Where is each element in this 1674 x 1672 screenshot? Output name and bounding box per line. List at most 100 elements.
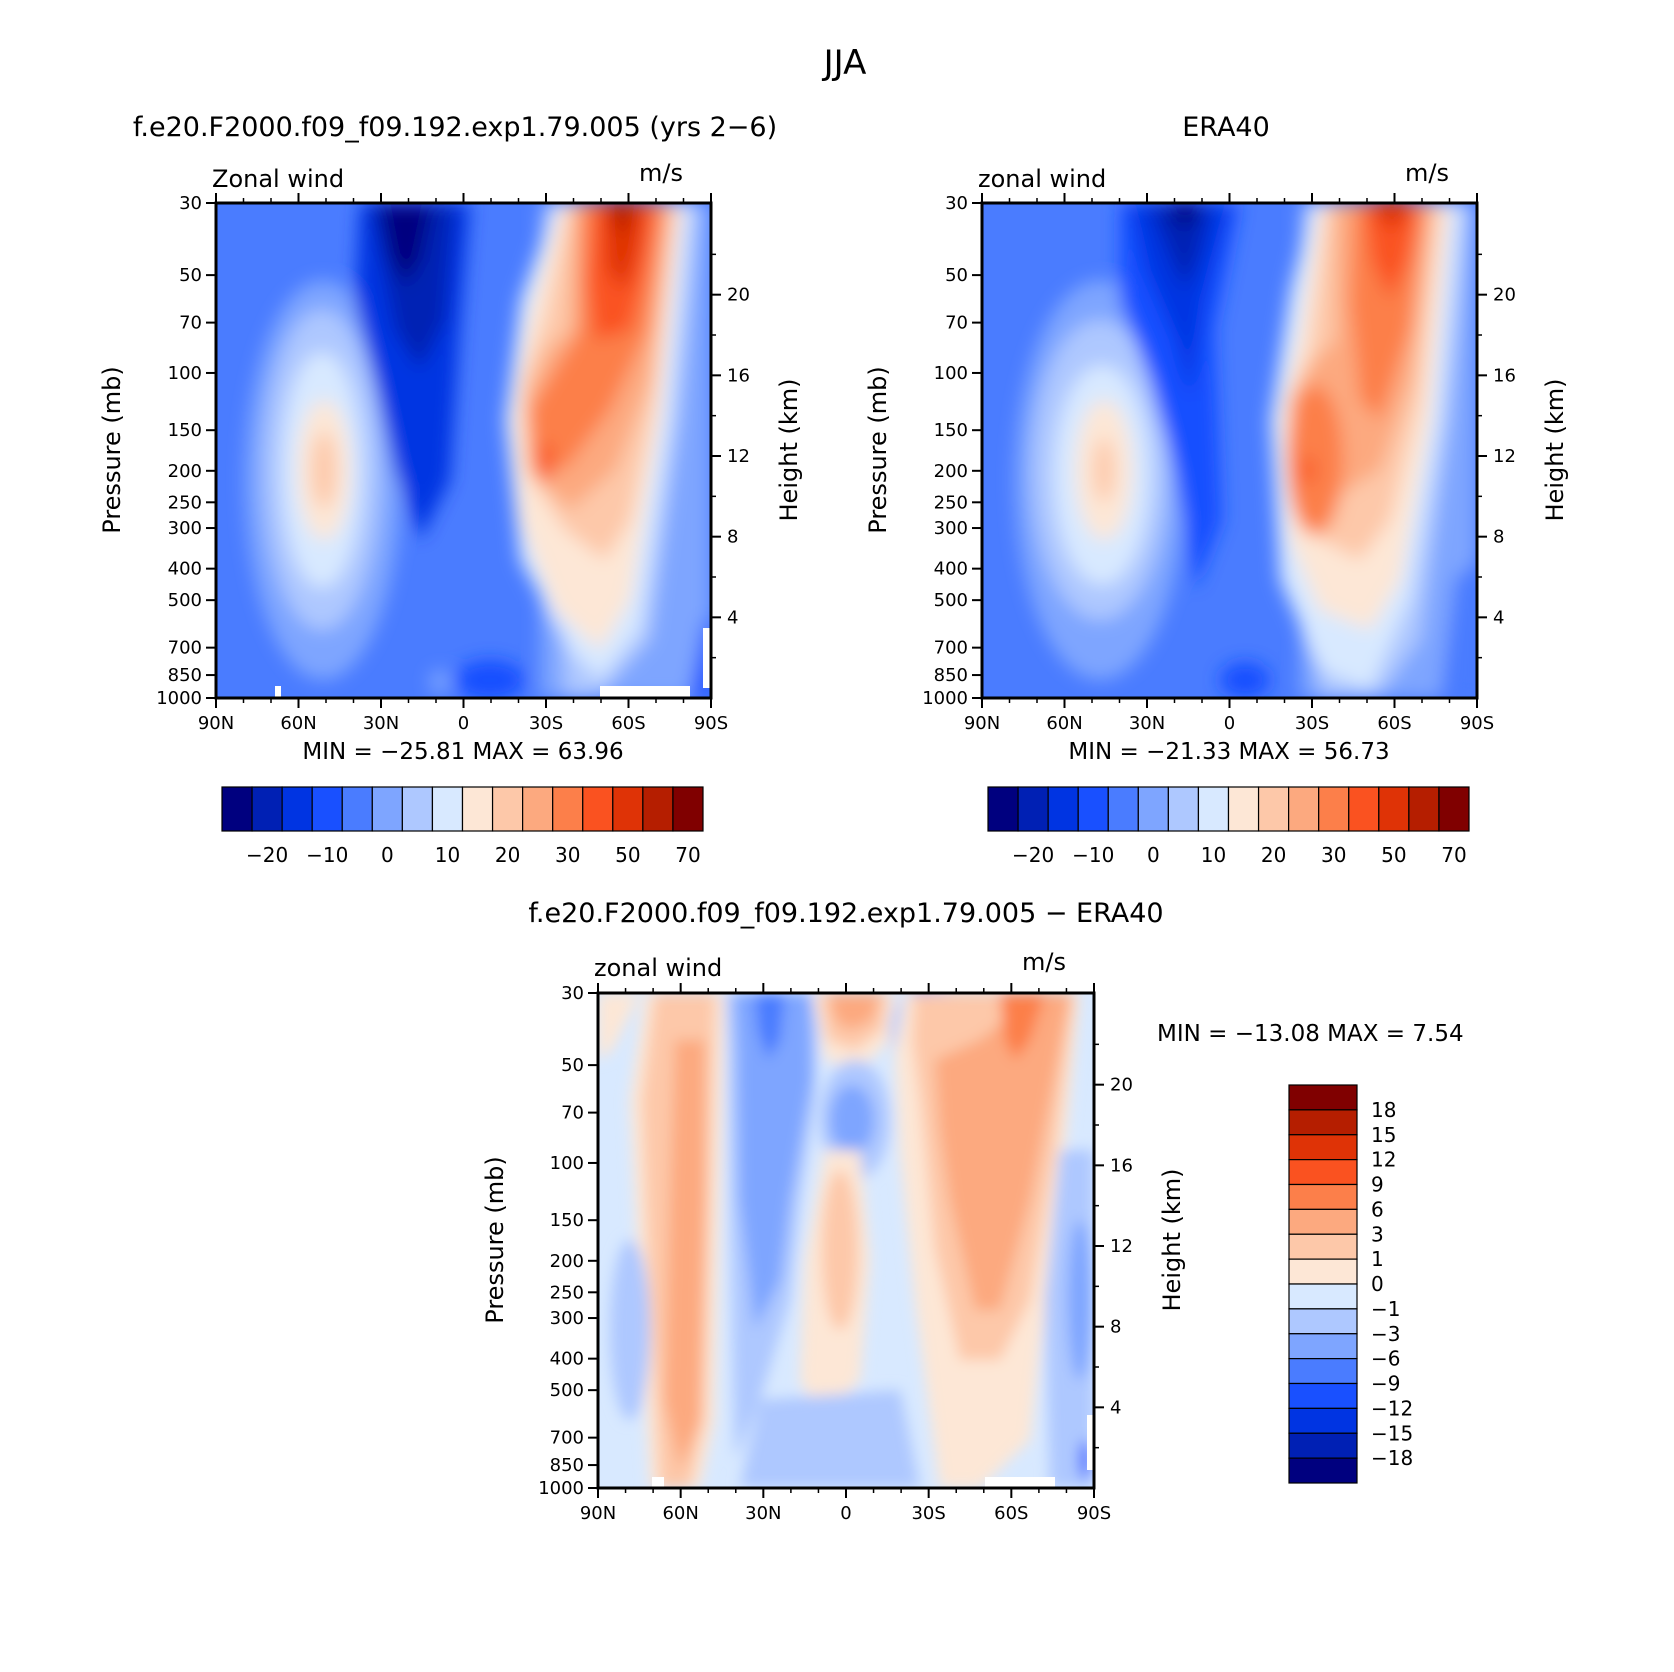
- colorbar-swatch: [251, 786, 283, 832]
- colorbar-swatch: [642, 786, 674, 832]
- y-right-tick-label: 4: [1110, 1397, 1121, 1418]
- x-tick-label: 30N: [363, 713, 399, 734]
- colorbar-swatch: [1197, 786, 1230, 832]
- y-tick-label: 200: [168, 461, 202, 482]
- colorbar-label: 15: [1371, 1123, 1396, 1147]
- colorbar-swatch: [1288, 1358, 1358, 1385]
- y-tick-label: 50: [179, 265, 202, 286]
- colorbar-label: 0: [381, 843, 394, 867]
- x-tick-label: 90N: [964, 713, 1000, 734]
- colorbar-label: 6: [1371, 1197, 1384, 1221]
- colorbar-label: −18: [1371, 1446, 1413, 1470]
- y-right-tick-label: 12: [1110, 1236, 1133, 1257]
- y-tick-label: 30: [179, 193, 202, 214]
- y-right-tick-label: 20: [1493, 285, 1516, 306]
- colorbar-swatch: [1288, 1333, 1358, 1360]
- y-right-tick-label: 20: [1110, 1075, 1133, 1096]
- y-right-tick-label: 20: [727, 285, 750, 306]
- colorbar-swatch: [1288, 1407, 1358, 1434]
- y-tick-label: 30: [561, 983, 584, 1004]
- x-tick-label: 90N: [198, 713, 234, 734]
- colorbar-swatch: [552, 786, 584, 832]
- colorbar-label: −9: [1371, 1372, 1400, 1396]
- colorbar-label: 18: [1371, 1098, 1396, 1122]
- y-right-tick-label: 12: [727, 446, 750, 467]
- colorbar-swatch: [1288, 1457, 1358, 1484]
- y-tick-label: 250: [550, 1282, 584, 1303]
- panel-diff-ylabel: Pressure (mb): [481, 1156, 509, 1323]
- panel-model-title: f.e20.F2000.f09_f09.192.exp1.79.005 (yrs…: [133, 112, 777, 143]
- panel-era40-colorbar: −20 −10 0 10 20 30 50 70: [987, 786, 1470, 867]
- y-tick-label: 850: [934, 665, 968, 686]
- x-tick-label: 90S: [1460, 713, 1494, 734]
- colorbar-swatch: [987, 786, 1019, 832]
- panel-diff-contours: [598, 993, 1094, 1488]
- colorbar-swatch: [1288, 1208, 1358, 1235]
- colorbar-swatch: [461, 786, 494, 832]
- panel-model-units: m/s: [639, 159, 683, 187]
- colorbar-swatch: [1257, 786, 1290, 832]
- colorbar-swatch: [1288, 1283, 1358, 1310]
- colorbar-swatch: [1077, 786, 1109, 832]
- colorbar-label: −20: [1012, 843, 1054, 867]
- x-tick-label: 90N: [580, 1503, 616, 1524]
- colorbar-swatch: [1318, 786, 1350, 832]
- y-right-tick-label: 16: [727, 365, 750, 386]
- panel-era40-ylabel: Pressure (mb): [864, 366, 892, 533]
- colorbar-label: 70: [1441, 843, 1466, 867]
- colorbar-swatch: [1288, 1233, 1358, 1260]
- colorbar-label: −3: [1371, 1322, 1400, 1346]
- x-tick-label: 90S: [694, 713, 728, 734]
- y-tick-label: 250: [934, 492, 968, 513]
- colorbar-label: 9: [1371, 1173, 1384, 1197]
- panel-era40-minmax: MIN = −21.33 MAX = 56.73: [1068, 739, 1389, 765]
- x-tick-label: 60S: [611, 713, 645, 734]
- y-right-tick-label: 12: [1493, 446, 1516, 467]
- colorbar-label: −10: [1072, 843, 1114, 867]
- x-tick-label: 30S: [1295, 713, 1329, 734]
- colorbar-label: 50: [1381, 843, 1406, 867]
- y-right-tick-label: 4: [727, 607, 738, 628]
- y-tick-label: 70: [561, 1103, 584, 1124]
- y-tick-label: 700: [550, 1428, 584, 1449]
- y-tick-label: 1000: [538, 1478, 584, 1499]
- panel-era40-title: ERA40: [1182, 112, 1270, 143]
- colorbar-swatch: [582, 786, 614, 832]
- panel-diff-field-label: zonal wind: [594, 954, 722, 982]
- colorbar-swatch: [1378, 786, 1410, 832]
- colorbar-swatch: [221, 786, 253, 832]
- colorbar-swatch: [1227, 786, 1260, 832]
- colorbar-label: 3: [1371, 1222, 1384, 1246]
- y-tick-label: 300: [934, 518, 968, 539]
- colorbar-swatch: [1348, 786, 1380, 832]
- x-tick-label: 60S: [1377, 713, 1411, 734]
- colorbar-label: 20: [1261, 843, 1286, 867]
- colorbar-label: −12: [1371, 1396, 1413, 1420]
- colorbar-label: 0: [1147, 843, 1160, 867]
- panel-era40-field-label: zonal wind: [978, 165, 1106, 193]
- y-right-tick-label: 8: [1110, 1317, 1121, 1338]
- colorbar-swatch: [1047, 786, 1079, 832]
- y-tick-label: 300: [550, 1308, 584, 1329]
- colorbar-swatch: [341, 786, 373, 832]
- y-tick-label: 150: [168, 420, 202, 441]
- y-tick-label: 100: [550, 1153, 584, 1174]
- y-tick-label: 150: [550, 1210, 584, 1231]
- x-tick-label: 60N: [1046, 713, 1082, 734]
- panel-model-minmax: MIN = −25.81 MAX = 63.96: [302, 739, 623, 765]
- y-right-tick-label: 16: [1493, 365, 1516, 386]
- y-tick-label: 850: [550, 1455, 584, 1476]
- colorbar-label: 30: [1321, 843, 1346, 867]
- colorbar-swatch: [522, 786, 554, 832]
- y-right-tick-label: 4: [1493, 607, 1504, 628]
- panel-model-field-label: Zonal wind: [212, 165, 344, 193]
- colorbar-swatch: [371, 786, 403, 832]
- colorbar-swatch: [311, 786, 343, 832]
- colorbar-swatch: [672, 786, 704, 832]
- figure-title: JJA: [822, 43, 867, 83]
- y-tick-label: 1000: [922, 688, 968, 709]
- colorbar-swatch: [1438, 786, 1470, 832]
- x-tick-label: 30N: [745, 1503, 781, 1524]
- x-tick-label: 60N: [280, 713, 316, 734]
